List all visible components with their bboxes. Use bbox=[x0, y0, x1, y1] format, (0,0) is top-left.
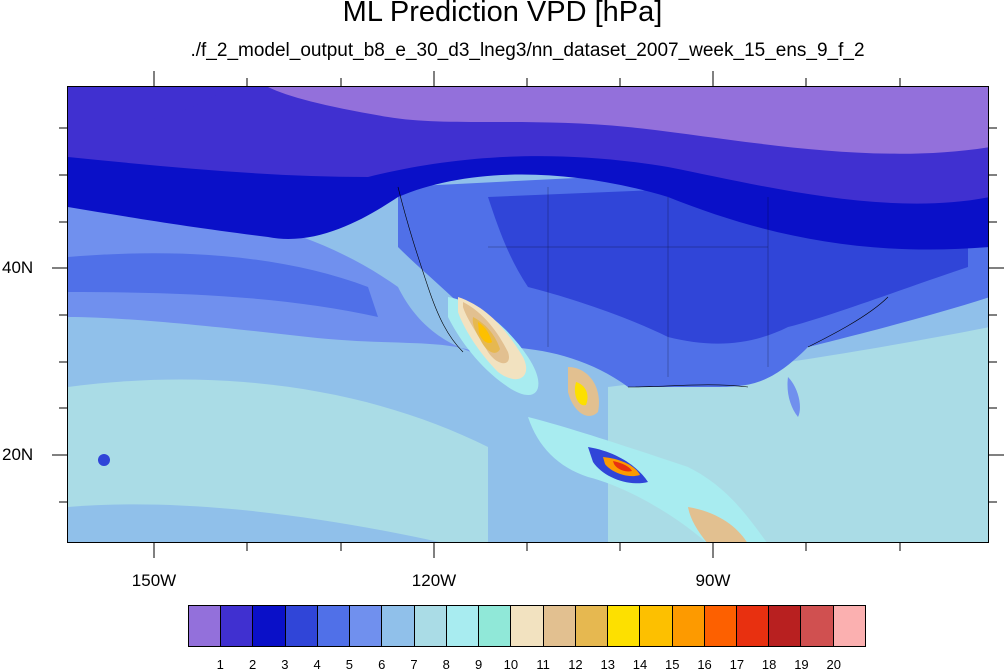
colorbar-box bbox=[446, 606, 480, 646]
colorbar-label: 8 bbox=[442, 657, 450, 672]
lon-label-150w: 150W bbox=[131, 571, 177, 590]
colorbar-label: 12 bbox=[568, 657, 583, 672]
colorbar-label: 4 bbox=[313, 657, 321, 672]
colorbar-label: 17 bbox=[729, 657, 745, 672]
lat-label-40n: 40N bbox=[2, 258, 34, 277]
colorbar-label: 19 bbox=[794, 657, 809, 672]
colorbar-box bbox=[221, 606, 254, 646]
colorbar-box bbox=[317, 606, 351, 646]
colorbar-label: 2 bbox=[248, 657, 257, 672]
colorbar-box bbox=[350, 606, 383, 646]
colorbar-label: 13 bbox=[600, 657, 615, 672]
colorbar bbox=[188, 605, 866, 647]
colorbar-box bbox=[511, 606, 544, 646]
colorbar-label: 18 bbox=[761, 657, 777, 672]
colorbar-label: 20 bbox=[826, 657, 841, 672]
map-subtitle: ./f_2_model_output_b8_e_30_d3_lneg3/nn_d… bbox=[190, 40, 865, 61]
colorbar-box bbox=[801, 606, 834, 646]
vpd-map-canvas bbox=[68, 87, 988, 542]
colorbar-label: 16 bbox=[697, 657, 712, 672]
lat-label-20n: 20N bbox=[2, 445, 34, 464]
colorbar-box bbox=[640, 606, 673, 646]
colorbar-box bbox=[575, 606, 609, 646]
colorbar-label: 1 bbox=[216, 657, 224, 672]
colorbar-box bbox=[704, 606, 737, 646]
colorbar-label: 9 bbox=[474, 657, 483, 672]
colorbar-box bbox=[736, 606, 770, 646]
colorbar-box bbox=[285, 606, 318, 646]
lon-label-90w: 90W bbox=[695, 571, 731, 590]
colorbar-label: 7 bbox=[410, 657, 418, 672]
lon-label-120w: 120W bbox=[411, 571, 457, 590]
colorbar-box bbox=[769, 606, 802, 646]
vpd-map bbox=[67, 86, 989, 543]
colorbar-box bbox=[253, 606, 286, 646]
colorbar-label: 11 bbox=[536, 657, 550, 672]
colorbar-box bbox=[608, 606, 641, 646]
colorbar-box bbox=[189, 606, 222, 646]
colorbar-label: 15 bbox=[665, 657, 680, 672]
colorbar-label: 14 bbox=[632, 657, 648, 672]
colorbar-label: 3 bbox=[281, 657, 289, 672]
colorbar-box bbox=[672, 606, 705, 646]
colorbar-box bbox=[833, 606, 865, 646]
colorbar-box bbox=[543, 606, 576, 646]
colorbar-label: 5 bbox=[345, 657, 354, 672]
colorbar-label: 10 bbox=[503, 657, 519, 672]
map-title: ML Prediction VPD [hPa] bbox=[342, 0, 663, 28]
colorbar-box bbox=[382, 606, 415, 646]
colorbar-box bbox=[414, 606, 447, 646]
colorbar-label: 6 bbox=[378, 657, 386, 672]
colorbar-box bbox=[479, 606, 512, 646]
